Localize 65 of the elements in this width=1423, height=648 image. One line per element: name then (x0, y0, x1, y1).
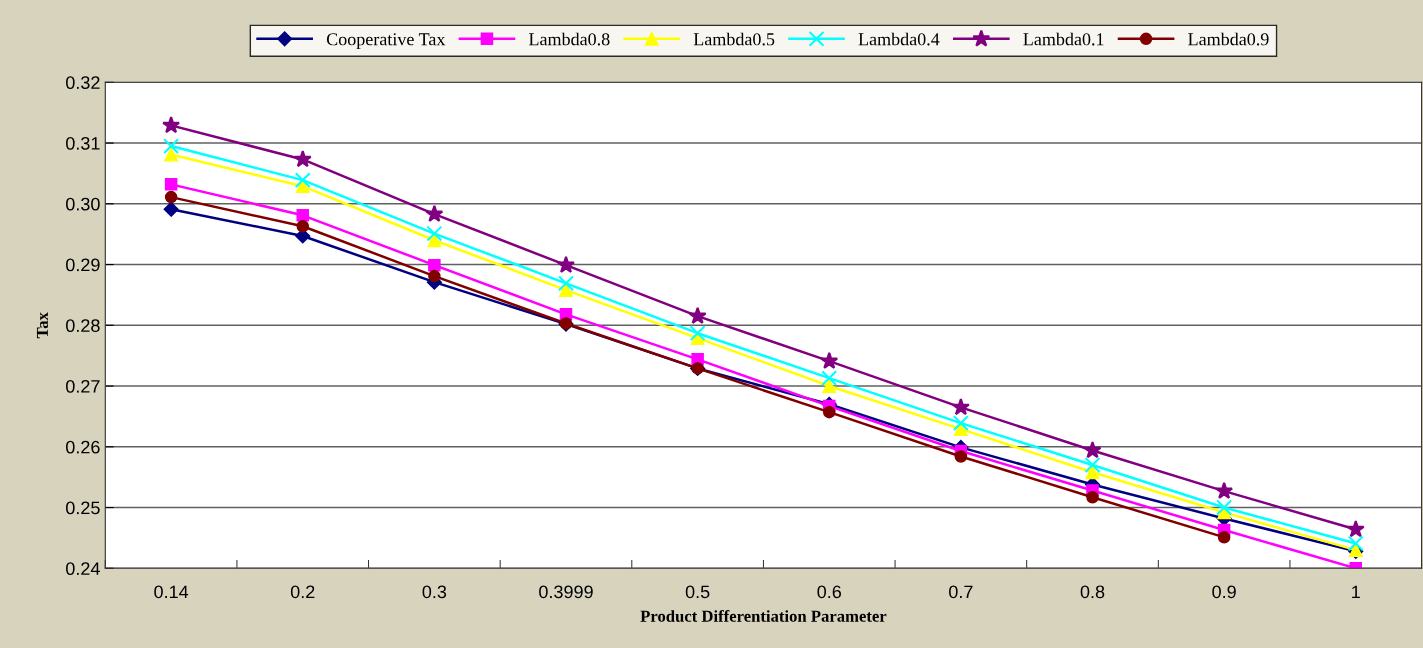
y-tick-label: 0.25 (66, 501, 100, 515)
point (1086, 490, 1099, 504)
point (426, 225, 443, 242)
y-tick-label: 0.30 (66, 197, 100, 211)
point (428, 258, 441, 272)
point (162, 116, 181, 134)
point (821, 370, 838, 387)
point (1346, 520, 1365, 538)
point (951, 397, 970, 416)
point (427, 233, 442, 248)
point (1084, 457, 1101, 474)
legend-label: Lambda0.4 (858, 32, 940, 46)
x-tick-label: 1 (1352, 585, 1360, 599)
point (1083, 441, 1102, 459)
legend-label: Lambda0.9 (1188, 32, 1269, 46)
point (1215, 481, 1234, 499)
point (164, 178, 178, 191)
point (823, 405, 836, 419)
point (293, 150, 312, 168)
legend-label: Lambda0.1 (1023, 32, 1104, 46)
point (688, 306, 707, 324)
point (296, 209, 309, 222)
y-tick-label: 0.32 (66, 76, 100, 90)
point (557, 255, 575, 273)
y-tick-label: 0.28 (66, 319, 100, 333)
point (163, 138, 180, 155)
x-tick-label: 0.6 (817, 585, 842, 599)
x-tick-label: 0.14 (154, 585, 189, 599)
y-tick-label: 0.24 (66, 562, 100, 576)
y-tick-label: 0.29 (66, 258, 100, 272)
point (163, 201, 179, 217)
point (559, 283, 573, 298)
point (953, 422, 968, 437)
point (425, 204, 444, 222)
y-tick-label: 0.26 (66, 440, 100, 454)
point (689, 325, 706, 342)
y-tick-label: 0.27 (66, 379, 100, 393)
legend-label: Lambda0.8 (528, 32, 610, 46)
point (1216, 499, 1233, 516)
y-tick-label: 0.31 (66, 136, 100, 150)
x-tick-label: 0.3999 (539, 585, 593, 599)
point (954, 450, 968, 463)
x-tick-label: 0.7 (949, 585, 973, 599)
x-tick-label: 0.3 (422, 585, 447, 599)
x-tick-label: 0.9 (1212, 585, 1236, 599)
point (428, 269, 441, 283)
point (295, 179, 310, 194)
point (820, 351, 839, 369)
point (164, 147, 179, 162)
point (296, 220, 309, 233)
point (1085, 465, 1100, 480)
point (952, 415, 969, 432)
x-tick-label: 0.5 (685, 585, 710, 599)
x-tick-label: 0.2 (290, 585, 315, 599)
point (1217, 531, 1231, 544)
legend-label: Cooperative Tax (326, 33, 446, 50)
y-axis-title: Tax (36, 312, 49, 339)
x-axis-title: Product Differentiation Parameter (640, 609, 887, 622)
x-tick-label: 0.8 (1080, 585, 1105, 599)
point (822, 379, 837, 393)
point (294, 172, 311, 189)
point (164, 190, 178, 204)
point (558, 275, 574, 292)
point (1347, 535, 1364, 552)
legend-label: Lambda0.5 (693, 32, 775, 46)
